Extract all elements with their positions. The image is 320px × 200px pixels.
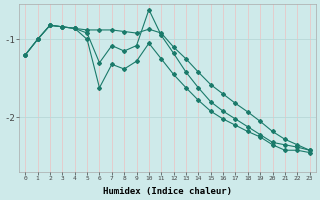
X-axis label: Humidex (Indice chaleur): Humidex (Indice chaleur) bbox=[103, 187, 232, 196]
